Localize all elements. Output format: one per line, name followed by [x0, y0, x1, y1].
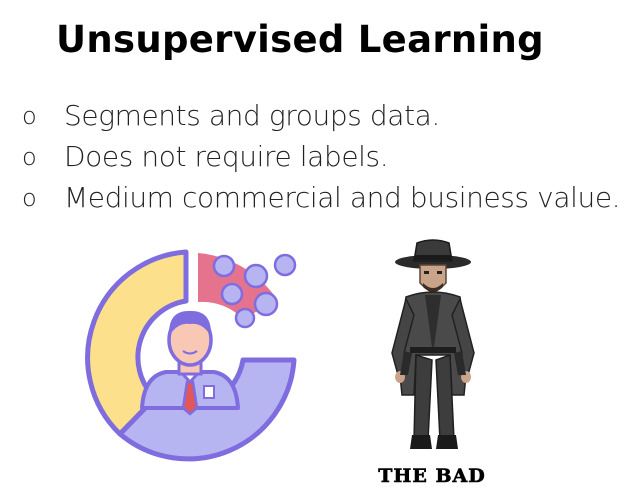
cluster-dots: [212, 253, 297, 329]
slide-title: Unsupervised Learning: [56, 18, 544, 61]
bullet-item: o Medium commercial and business value.: [22, 177, 621, 218]
bullet-text: Segments and groups data.: [64, 99, 440, 132]
bullet-item: o Segments and groups data.: [22, 95, 620, 136]
bullet-text: Medium commercial and business value.: [64, 181, 621, 214]
yellow-donut-segment: [85, 249, 189, 437]
bullet-marker: o: [22, 142, 37, 171]
person-figure: [140, 310, 240, 416]
bullet-item: o Does not require labels.: [22, 136, 620, 177]
character-caption: THE BAD: [378, 465, 486, 488]
bullet-list: o Segments and groups data. o Does not r…: [22, 95, 621, 218]
bullet-marker: o: [22, 183, 37, 212]
cowboy-villain-icon: [391, 239, 475, 449]
bullet-marker: o: [22, 101, 37, 130]
bullet-text: Does not require labels.: [64, 140, 389, 173]
person-in-donut-chart-icon: [85, 249, 297, 462]
